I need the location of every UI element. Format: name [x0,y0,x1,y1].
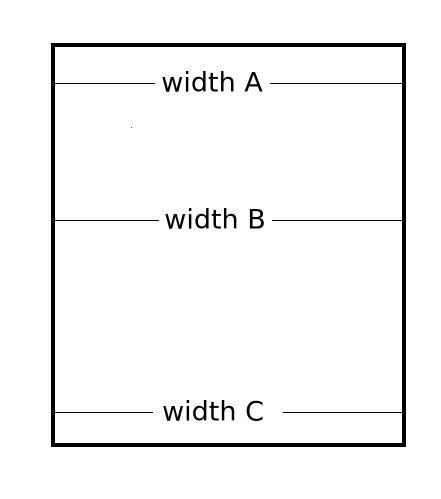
width-c-label: width C [162,396,264,428]
width-b-label: width B [164,204,266,236]
width-b-line-right [272,220,402,221]
width-a-line-right [270,83,402,84]
stray-dot [131,127,132,128]
width-a-label: width A [161,67,263,99]
outer-rectangle [51,43,406,447]
width-c-line-left [55,412,153,413]
width-c-line-right [283,412,402,413]
width-a-line-left [55,83,155,84]
width-b-line-left [55,220,159,221]
